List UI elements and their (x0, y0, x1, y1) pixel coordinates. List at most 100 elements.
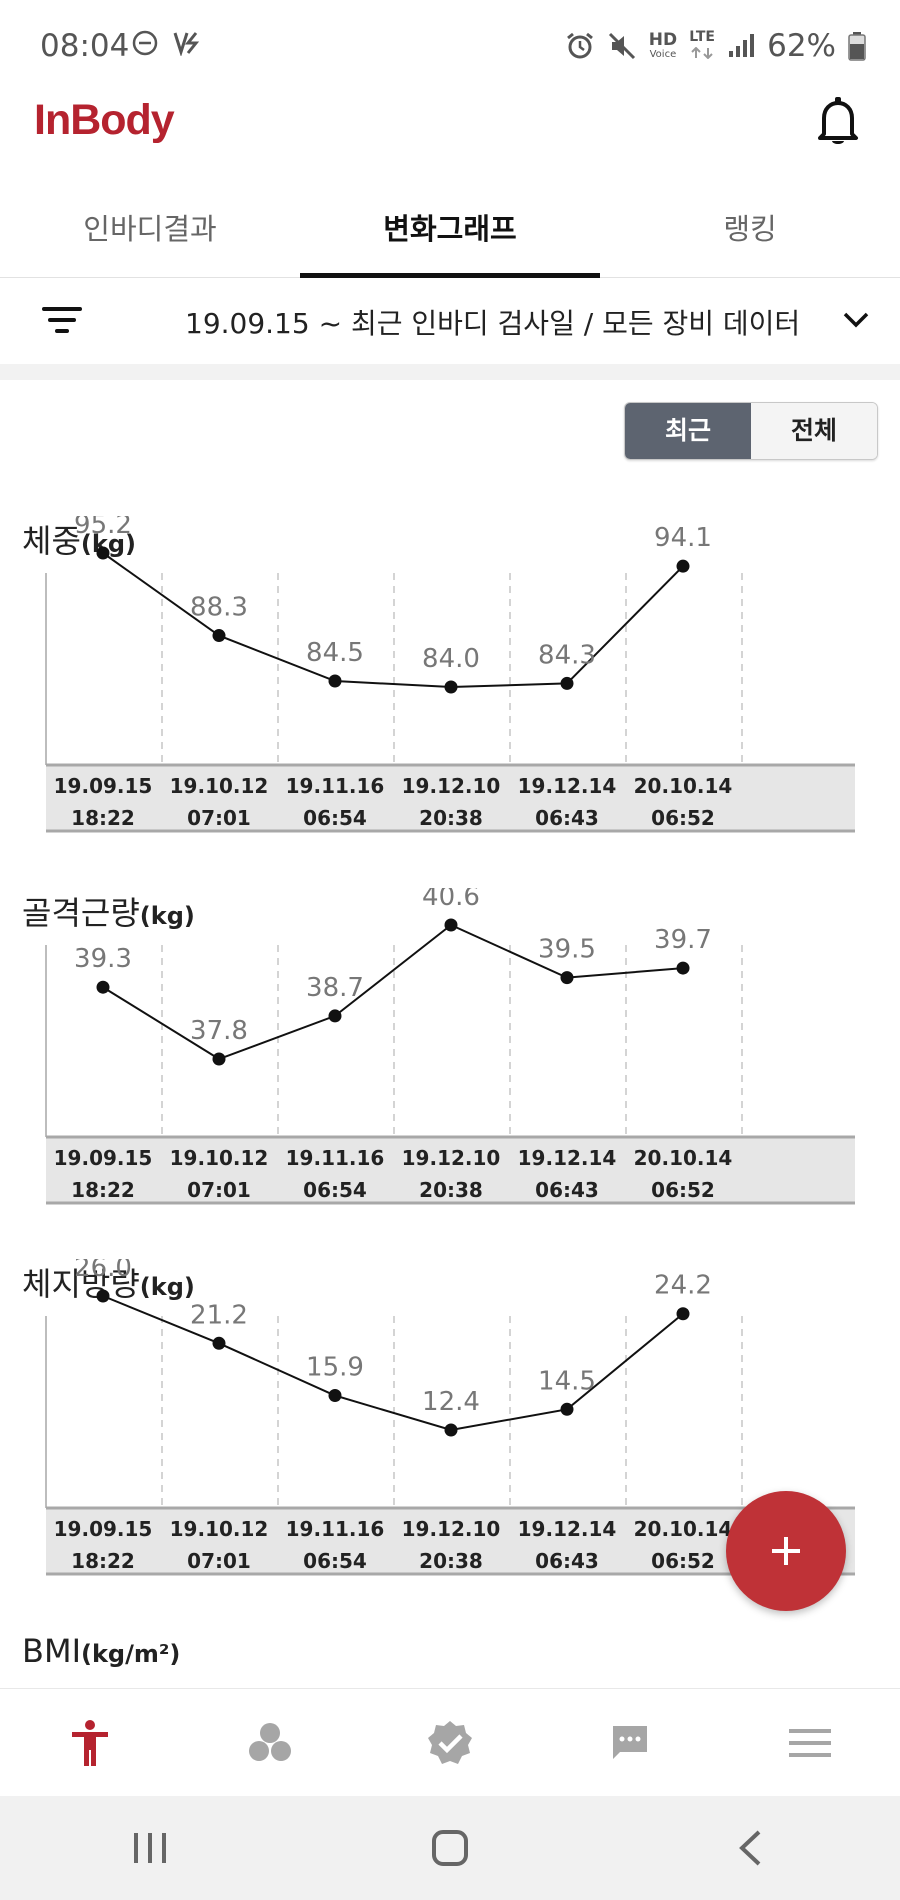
toggle-all-button[interactable]: 전체 (751, 403, 877, 459)
filter-icon[interactable] (40, 304, 84, 336)
x-tick-date: 19.12.10 (402, 1146, 501, 1170)
chevron-down-icon[interactable] (840, 304, 872, 336)
x-tick-date: 19.12.14 (518, 774, 617, 798)
skeletal-muscle-chart-section: 골격근량(kg) 39.3 19.09.15 18:22 37.8 19.10.12 07… (0, 888, 900, 1208)
x-tick-time: 06:52 (651, 1178, 715, 1202)
x-tick-date: 20.10.14 (634, 1146, 733, 1170)
data-point (328, 1009, 342, 1023)
weight-line-chart: 95.2 19.09.15 18:22 88.3 19.10.12 07:01 84.5 19… (45, 516, 855, 833)
status-right: HD Voice LTE 62% (565, 28, 866, 64)
x-tick-time: 07:01 (187, 806, 251, 830)
bmi-section-title: BMI(kg/m²) (22, 1632, 180, 1670)
x-tick-date: 19.10.12 (170, 1517, 269, 1541)
x-tick-date: 19.12.14 (518, 1146, 617, 1170)
data-point (328, 674, 342, 688)
signal-icon (729, 34, 755, 57)
voice-label: Voice (649, 49, 677, 60)
x-tick-time: 20:38 (419, 1549, 483, 1573)
toggle-recent-button[interactable]: 최근 (625, 403, 751, 459)
data-label: 39.5 (538, 935, 596, 965)
x-tick-date: 20.10.14 (634, 1517, 733, 1541)
series-line (102, 1295, 684, 1432)
data-point (328, 1389, 342, 1403)
nav-community[interactable] (180, 1689, 360, 1796)
status-time: 08:04 (40, 28, 130, 64)
body-fat-line-chart: 26.0 19.09.15 18:22 21.2 19.10.12 07:01 15.9 19… (45, 1259, 855, 1576)
data-point (444, 1423, 458, 1437)
network-speed-icon (173, 32, 200, 56)
back-icon (739, 1830, 761, 1866)
chart-title-unit: (kg) (139, 902, 195, 930)
data-label: 26.0 (74, 1259, 132, 1283)
series-line (102, 552, 684, 689)
x-tick-date: 19.12.10 (402, 1517, 501, 1541)
nav-chat[interactable] (540, 1689, 720, 1796)
date-label-band (46, 1137, 855, 1203)
data-point (560, 676, 574, 690)
back-button[interactable] (600, 1796, 900, 1900)
x-tick-date: 20.10.14 (634, 774, 733, 798)
series-line (102, 923, 684, 1061)
tab-ranking[interactable]: 랭킹 (723, 212, 777, 246)
x-tick-time: 06:54 (303, 1549, 367, 1573)
chart-title-unit: (kg/m²) (81, 1640, 181, 1668)
chart-title-text: 골격근량 (22, 894, 140, 932)
menu-icon (789, 1728, 831, 1757)
x-tick-date: 19.09.15 (54, 774, 153, 798)
x-tick-date: 19.10.12 (170, 774, 269, 798)
data-point (212, 629, 226, 643)
tab-inbody-result[interactable]: 인바디결과 (83, 212, 217, 246)
chat-icon (613, 1725, 647, 1759)
nav-verified[interactable] (360, 1689, 540, 1796)
x-tick-date: 19.09.15 (54, 1517, 153, 1541)
data-label: 39.7 (654, 925, 712, 955)
range-toggle: 최근 전체 (624, 402, 878, 460)
data-point (444, 680, 458, 694)
community-icon (249, 1722, 291, 1761)
tab-change-graph[interactable]: 변화그래프 (300, 192, 600, 278)
recent-apps-button[interactable] (0, 1796, 300, 1900)
x-tick-time: 06:54 (303, 806, 367, 830)
x-tick-time: 06:52 (651, 1549, 715, 1573)
nav-menu[interactable] (720, 1689, 900, 1796)
date-label-band (46, 765, 855, 831)
add-measurement-button[interactable] (726, 1491, 846, 1611)
lte-indicator: LTE (689, 30, 715, 63)
home-button[interactable] (300, 1796, 600, 1900)
data-label: 94.1 (654, 523, 712, 553)
inbody-logo[interactable]: InBody (34, 96, 175, 144)
data-label: 88.3 (190, 593, 248, 623)
data-label: 84.0 (422, 644, 480, 674)
chart-title-unit: (kg) (139, 1273, 195, 1301)
data-point (560, 971, 574, 985)
mute-icon (608, 32, 635, 60)
system-navigation-bar (0, 1796, 900, 1900)
filter-row[interactable]: 19.09.15 ~ 최근 인바디 검사일 / 모든 장비 데이터 (0, 278, 900, 364)
x-tick-date: 19.12.10 (402, 774, 501, 798)
x-tick-time: 18:22 (71, 1178, 135, 1202)
x-tick-date: 19.11.16 (286, 1146, 385, 1170)
date-label-band (46, 1508, 855, 1574)
chart-title-text: BMI (22, 1632, 81, 1670)
date-range-filter[interactable]: 19.09.15 ~ 최근 인바디 검사일 / 모든 장비 데이터 (185, 307, 801, 340)
nav-body[interactable] (0, 1689, 180, 1796)
x-tick-date: 19.11.16 (286, 774, 385, 798)
notification-bell-icon[interactable] (816, 96, 860, 146)
x-tick-date: 19.09.15 (54, 1146, 153, 1170)
x-tick-time: 18:22 (71, 806, 135, 830)
x-tick-time: 06:52 (651, 806, 715, 830)
data-point (676, 1307, 690, 1321)
chart-title-text: 체중 (22, 522, 81, 560)
body-fat-chart-section: 체지방량(kg) 26.0 19.09.15 18:22 21.2 19.10.12 07… (0, 1259, 900, 1579)
data-arrows-icon (691, 46, 713, 59)
x-tick-time: 06:54 (303, 1178, 367, 1202)
data-label: 15.9 (306, 1353, 364, 1383)
main-tabs: 인바디결과 변화그래프 랭킹 (0, 192, 900, 278)
chart-title: 골격근량(kg) (22, 888, 195, 934)
section-divider (0, 364, 900, 380)
data-label: 37.8 (190, 1016, 248, 1046)
data-point (560, 1402, 574, 1416)
x-tick-time: 06:43 (535, 806, 599, 830)
status-bar: 08:04 HD Voice (0, 0, 900, 92)
